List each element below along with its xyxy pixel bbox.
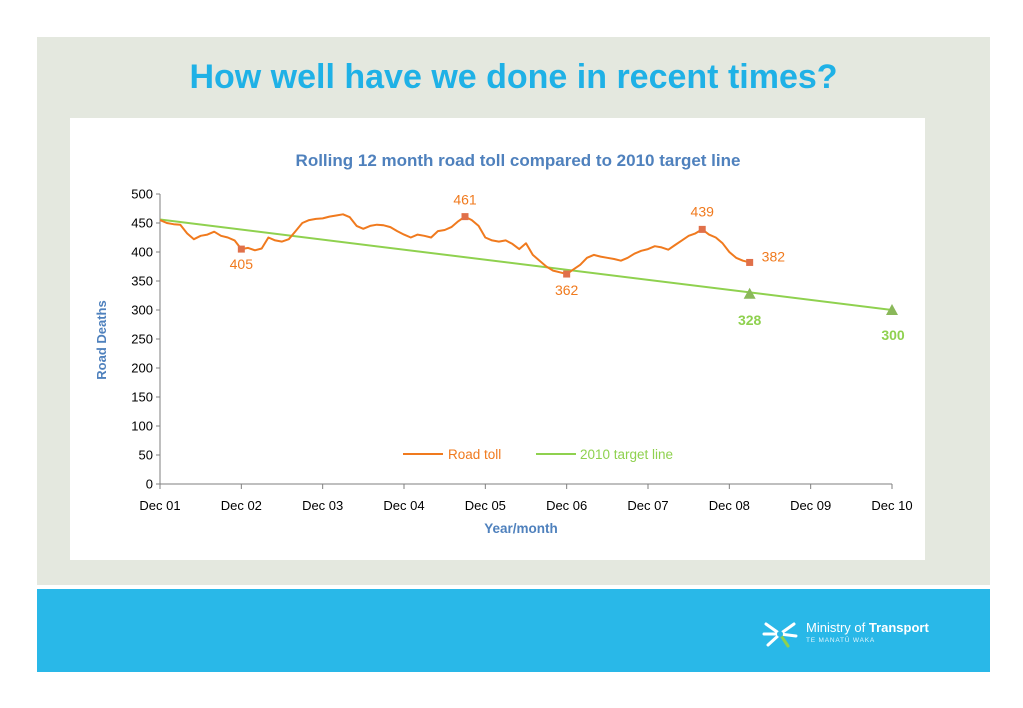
x-tick-label: Dec 06 [546,498,587,513]
y-tick-label: 450 [131,216,153,231]
x-tick-label: Dec 09 [790,498,831,513]
axes: 0 50 100 150 200 250 300 350 400 450 500 Dec 01 Dec … [131,187,912,514]
y-axis-label: Road Deaths [94,300,109,379]
x-tick-label: Dec 03 [302,498,343,513]
x-tick-label: Dec 07 [627,498,668,513]
y-tick-label: 200 [131,361,153,376]
target-data-label: 328 [738,312,762,328]
road-toll-data-label: 362 [555,282,579,298]
target-line [159,218,893,311]
road-toll-chart: Rolling 12 month road toll compared to 2… [94,151,913,536]
target-line-series [159,218,893,311]
legend-label-road-toll: Road toll [448,447,501,462]
road-toll-marker [698,225,706,233]
x-axis-label: Year/month [484,521,558,536]
target-data-label: 300 [881,327,905,343]
x-tick-label: Dec 01 [139,498,180,513]
road-toll-marker [746,258,754,266]
y-tick-label: 0 [146,477,153,492]
fern-star-icon [762,622,798,648]
chart-title: Rolling 12 month road toll compared to 2… [296,151,741,170]
road-toll-data-label: 405 [230,256,254,272]
y-tick-label: 100 [131,419,153,434]
road-toll-marker [461,213,469,221]
legend-label-target: 2010 target line [580,447,673,462]
y-tick-label: 500 [131,187,153,202]
x-tick-label: Dec 02 [221,498,262,513]
y-tick-label: 300 [131,303,153,318]
road-toll-marker [563,270,571,278]
target-marker [886,304,898,315]
x-tick-label: Dec 10 [871,498,912,513]
target-marker [743,287,756,299]
road-toll-line [159,213,750,275]
y-tick-label: 50 [139,448,153,463]
x-tick-label: Dec 04 [383,498,424,513]
y-tick-label: 350 [131,274,153,289]
x-tick-label: Dec 05 [465,498,506,513]
data-labels: 405 461 362 439 382 328 300 [230,192,905,343]
legend: Road toll 2010 target line [403,447,673,462]
road-toll-series [159,213,750,275]
org-name: Ministry of Transport [806,620,929,635]
road-toll-data-label: 439 [691,203,715,219]
chart-panel: Rolling 12 month road toll compared to 2… [70,118,925,560]
slide-title: How well have we done in recent times? [189,58,838,96]
footer-bar [37,589,990,672]
y-tick-label: 150 [131,390,153,405]
road-toll-data-label: 461 [453,192,477,208]
y-tick-label: 400 [131,245,153,260]
road-toll-marker [237,245,245,253]
org-subtitle: TE MANATŪ WAKA [806,637,875,644]
y-tick-label: 250 [131,332,153,347]
x-tick-label: Dec 08 [709,498,750,513]
road-toll-data-label: 382 [762,248,786,264]
